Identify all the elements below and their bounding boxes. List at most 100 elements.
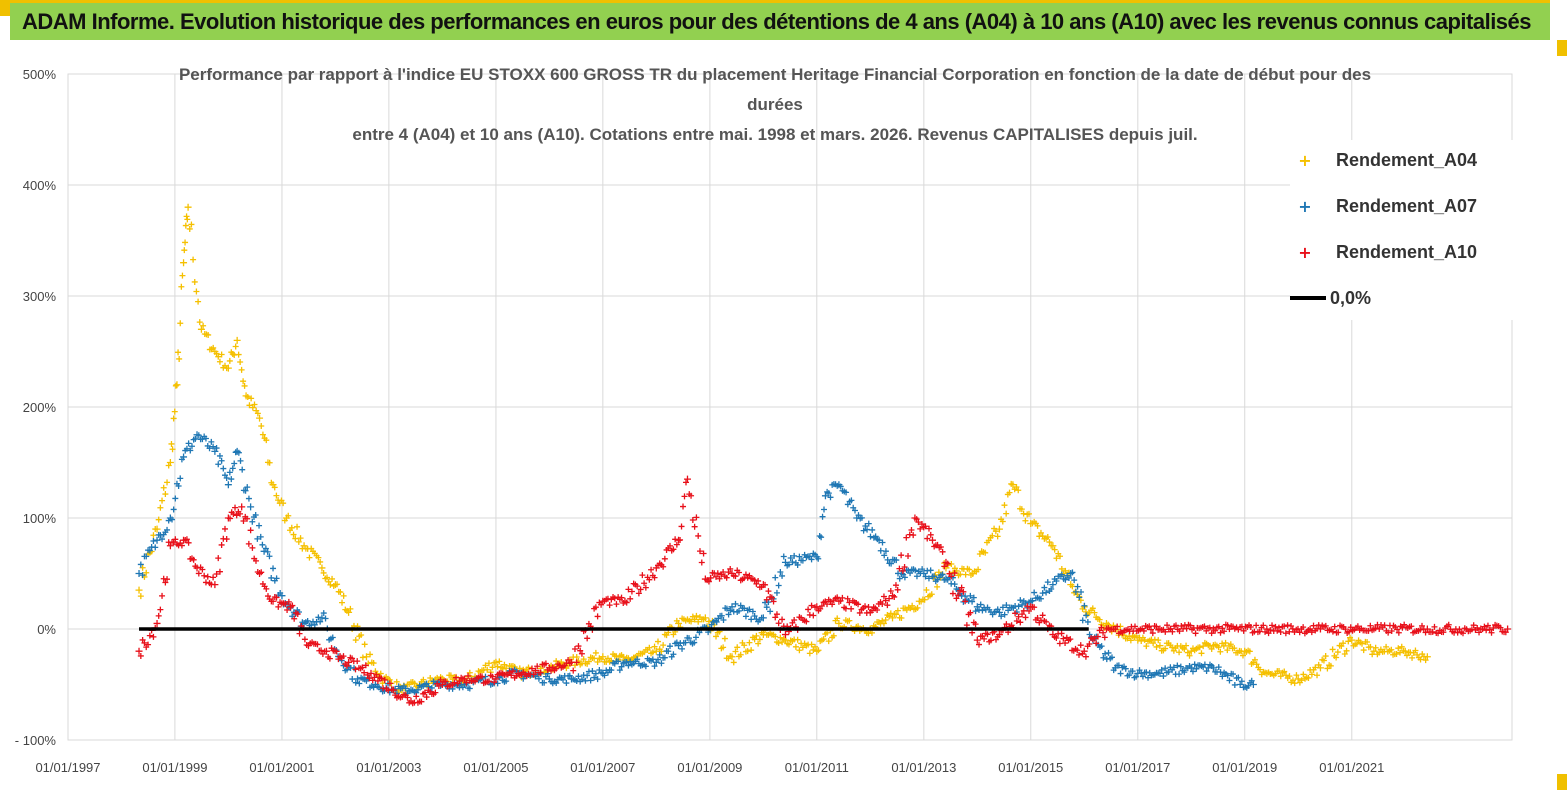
- data-cloud-a04: [175, 272, 186, 362]
- x-tick-label: 01/01/2005: [463, 760, 528, 775]
- y-tick-label: 500%: [23, 67, 57, 82]
- data-point-a04: [345, 608, 353, 616]
- data-cloud-a04: [320, 569, 337, 590]
- data-cloud-a07: [877, 539, 903, 582]
- data-cloud-a04: [1011, 483, 1032, 524]
- data-cloud-a10: [1212, 621, 1269, 636]
- data-cloud-a10: [1105, 622, 1162, 637]
- data-cloud-a07: [182, 435, 199, 454]
- data-cloud-a04: [235, 351, 248, 389]
- data-cloud-a10: [868, 588, 894, 614]
- data-cloud-a07: [226, 449, 239, 483]
- data-cloud-a04: [815, 615, 841, 654]
- data-cloud-a07: [855, 512, 881, 543]
- data-point-a04: [889, 614, 897, 622]
- data-cloud-a07: [302, 614, 324, 629]
- data-point-a04: [813, 647, 821, 655]
- data-cloud-a04: [181, 213, 191, 254]
- data-point-a04: [256, 414, 264, 422]
- data-cloud-a07: [155, 517, 172, 543]
- x-tick-label: 01/01/2007: [570, 760, 635, 775]
- data-cloud-a07: [1158, 662, 1193, 680]
- series-a10: [135, 475, 1512, 707]
- corner-mark-top-right: [1557, 40, 1567, 56]
- legend-item-zero: 0,0%: [1290, 284, 1371, 312]
- legend-marker-a07: +: [1298, 196, 1312, 216]
- x-tick-label: 01/01/2011: [785, 760, 849, 775]
- data-cloud-a10: [516, 660, 551, 680]
- data-cloud-a10: [182, 536, 199, 570]
- data-point-a04: [166, 459, 174, 466]
- data-cloud-a10: [784, 602, 819, 635]
- data-point-a10: [683, 475, 691, 483]
- data-point-a04: [835, 619, 843, 627]
- data-point-a07: [1236, 681, 1244, 688]
- data-point-a04: [233, 336, 241, 344]
- x-tick-label: 01/01/2021: [1319, 760, 1384, 775]
- data-cloud-a07: [1212, 664, 1242, 688]
- data-cloud-a04: [623, 643, 658, 664]
- data-point-a04: [701, 614, 709, 622]
- data-point-a07: [153, 536, 161, 544]
- data-point-a07: [728, 603, 736, 611]
- data-cloud-a04: [1243, 647, 1269, 678]
- data-cloud-a04: [1212, 639, 1246, 659]
- x-tick-label: 01/01/2019: [1212, 760, 1277, 775]
- data-cloud-a10: [392, 691, 413, 706]
- data-cloud-a04: [891, 602, 921, 622]
- data-point-a10: [367, 669, 375, 677]
- legend-item-a07: + Rendement_A07: [1290, 192, 1477, 220]
- data-cloud-a10: [891, 526, 917, 600]
- data-cloud-a04: [1265, 667, 1300, 687]
- data-cloud-a10: [369, 671, 395, 694]
- data-cloud-a04: [365, 651, 386, 687]
- data-cloud-a04: [837, 617, 872, 637]
- data-cloud-a10: [1479, 621, 1509, 636]
- corner-mark-bottom-right: [1557, 774, 1567, 790]
- data-cloud-a10: [258, 569, 275, 605]
- data-cloud-a10: [240, 513, 261, 576]
- data-point-a07: [233, 447, 241, 455]
- data-cloud-a07: [623, 655, 658, 670]
- header-banner: ADAM Informe. Evolution historique des p…: [10, 0, 1550, 40]
- data-cloud-a07: [900, 566, 926, 581]
- data-cloud-a04: [1319, 634, 1354, 672]
- data-cloud-a07: [1114, 662, 1140, 681]
- data-cloud-a04: [704, 617, 734, 662]
- data-cloud-a04: [186, 221, 203, 326]
- data-cloud-a07: [784, 550, 819, 569]
- data-cloud-a10: [1082, 624, 1108, 660]
- data-cloud-a07: [262, 545, 284, 599]
- data-point-a10: [781, 631, 789, 639]
- y-tick-label: - 100%: [15, 733, 57, 748]
- data-cloud-a10: [1426, 621, 1483, 637]
- legend-label-a04: Rendement_A04: [1336, 149, 1478, 170]
- data-point-a04: [362, 653, 370, 661]
- chart-title: Performance par rapport à l'indice EU ST…: [160, 60, 1390, 150]
- data-cloud-a10: [409, 676, 444, 707]
- legend-line-zero: [1290, 296, 1326, 300]
- data-cloud-a04: [1403, 647, 1429, 664]
- data-cloud-a10: [704, 565, 734, 585]
- data-cloud-a07: [548, 672, 573, 687]
- data-cloud-a10: [1051, 630, 1086, 658]
- data-cloud-a07: [655, 639, 680, 667]
- data-cloud-a04: [226, 343, 239, 364]
- data-point-a07: [211, 447, 219, 455]
- header-title: ADAM Informe. Evolution historique des p…: [22, 9, 1532, 34]
- data-cloud-a07: [213, 445, 230, 481]
- data-point-a04: [318, 564, 326, 572]
- x-tick-label: 01/01/2009: [677, 760, 742, 775]
- data-cloud-a07: [249, 512, 266, 548]
- data-cloud-a10: [155, 539, 172, 619]
- data-cloud-a10: [601, 594, 627, 609]
- data-point-a07: [135, 570, 143, 577]
- data-cloud-a10: [931, 541, 948, 570]
- data-cloud-a04: [677, 612, 707, 631]
- data-cloud-a10: [677, 479, 689, 543]
- data-point-a10: [153, 619, 161, 627]
- y-tick-label: 0%: [37, 622, 56, 637]
- data-cloud-a07: [1051, 571, 1072, 585]
- data-cloud-a04: [168, 382, 179, 453]
